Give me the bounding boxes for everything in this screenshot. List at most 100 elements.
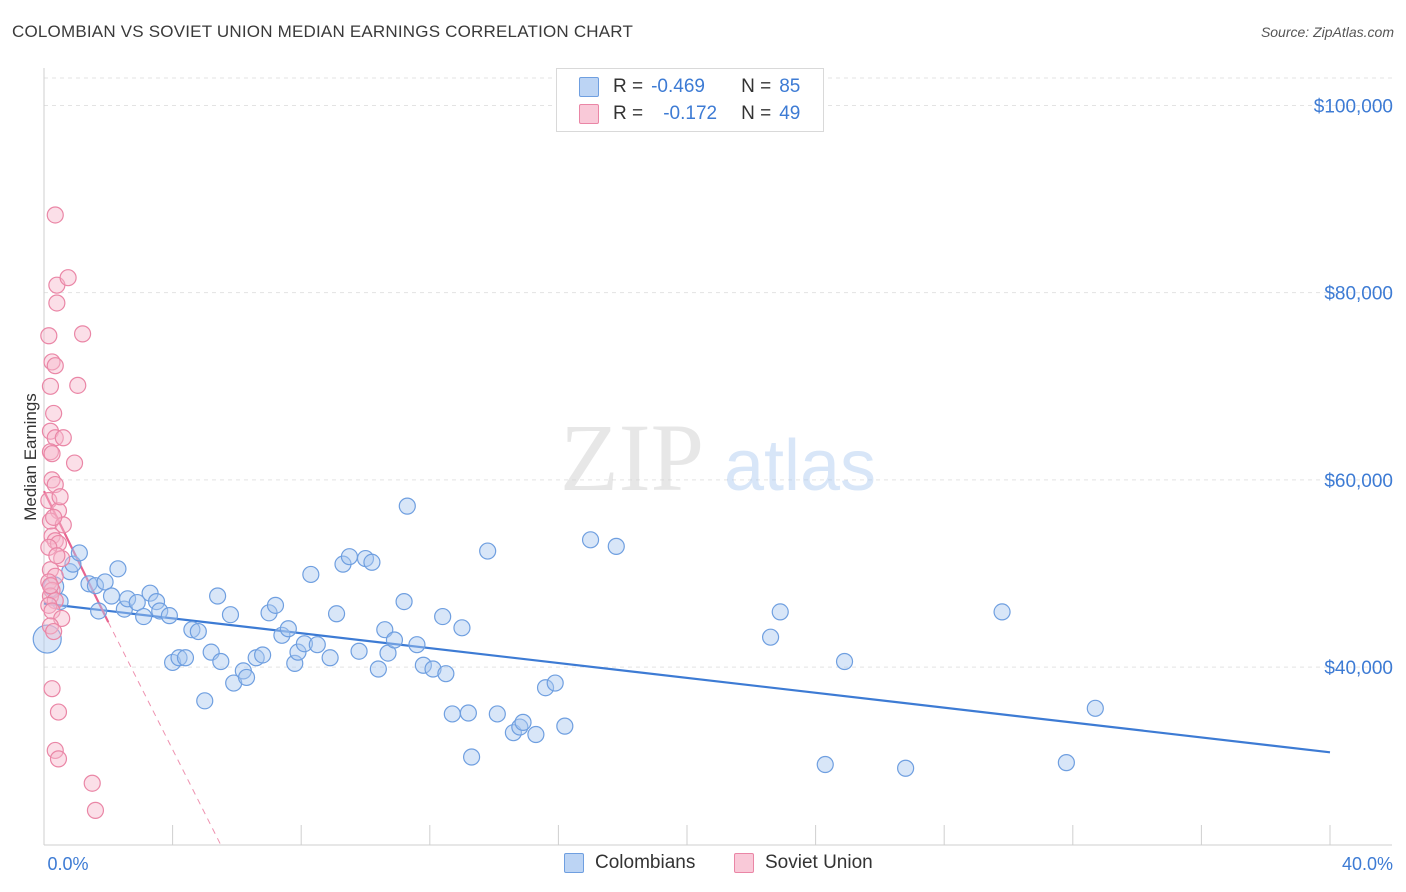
legend-r-value: -0.469 <box>651 76 705 97</box>
point-colombians <box>581 531 600 549</box>
point-colombians <box>527 725 545 744</box>
point-colombians <box>479 542 497 560</box>
grid-lines <box>44 77 1392 668</box>
point-colombians <box>189 622 207 641</box>
point-colombians <box>170 649 188 667</box>
point-soviet-union <box>45 404 63 423</box>
point-soviet-union <box>86 801 105 819</box>
point-colombians <box>302 565 320 584</box>
point-colombians <box>237 668 256 687</box>
point-colombians <box>209 587 227 605</box>
legend-swatch-pink <box>734 853 754 873</box>
point-colombians <box>86 577 105 595</box>
point-colombians <box>147 593 166 611</box>
point-colombians <box>160 607 178 625</box>
source-label: Source: ZipAtlas.com <box>1260 24 1394 40</box>
point-soviet-union <box>48 547 66 565</box>
point-soviet-union <box>41 377 60 395</box>
point-soviet-union <box>69 376 87 394</box>
point-colombians <box>993 603 1011 621</box>
point-colombians <box>408 636 426 654</box>
point-colombians <box>340 548 359 566</box>
point-colombians <box>897 759 915 777</box>
point-colombians <box>295 635 314 653</box>
point-soviet-union <box>41 617 60 635</box>
trend-line-extension <box>107 621 222 846</box>
y-tick-label: $100,000 <box>1314 96 1393 117</box>
watermark: ZIP atlas <box>560 404 876 511</box>
point-colombians <box>443 705 461 723</box>
point-soviet-union <box>43 445 61 463</box>
point-colombians <box>221 606 240 624</box>
legend-row-colombians: R = -0.469 N = 85 <box>579 74 800 100</box>
legend-item-colombians[interactable]: Colombians <box>564 852 695 874</box>
point-soviet-union <box>45 508 63 526</box>
legend-n-label: N = <box>741 103 772 124</box>
point-soviet-union <box>48 294 66 312</box>
point-colombians <box>254 646 272 664</box>
y-tick-label: $60,000 <box>1324 471 1393 492</box>
point-soviet-union <box>83 774 101 792</box>
legend-label-soviet-union: Soviet Union <box>765 852 873 873</box>
point-colombians <box>327 605 346 623</box>
point-colombians <box>273 626 291 644</box>
point-soviet-union <box>46 206 64 224</box>
point-colombians <box>462 748 481 766</box>
legend-n-label: N = <box>741 76 772 97</box>
point-colombians <box>176 649 195 667</box>
point-soviet-union <box>45 622 63 641</box>
point-colombians <box>434 607 452 626</box>
point-colombians <box>32 624 62 654</box>
point-colombians <box>183 621 201 639</box>
legend-item-soviet-union[interactable]: Soviet Union <box>734 852 873 874</box>
point-colombians <box>816 755 834 774</box>
point-colombians <box>607 537 625 555</box>
point-colombians <box>761 628 780 646</box>
point-colombians <box>771 603 789 621</box>
point-soviet-union <box>43 680 61 698</box>
point-soviet-union <box>51 488 69 506</box>
y-tick-label: $40,000 <box>1324 658 1393 679</box>
point-colombians <box>128 593 146 612</box>
point-colombians <box>546 674 564 692</box>
y-tick-label: $80,000 <box>1324 284 1393 305</box>
point-colombians <box>212 652 230 671</box>
point-soviet-union <box>65 454 84 472</box>
series-legend: Colombians Soviet Union <box>0 852 1406 876</box>
point-colombians <box>488 705 506 723</box>
point-colombians <box>350 642 368 660</box>
point-colombians <box>424 660 442 678</box>
point-colombians <box>135 607 153 626</box>
point-colombians <box>511 718 529 736</box>
trend-line-colombians <box>43 602 1331 754</box>
axes <box>43 68 1392 846</box>
axis-labels: $40,000 $60,000 $80,000 $100,000 0.0% 40.0% Me… <box>21 96 1393 874</box>
point-soviet-union <box>59 269 77 287</box>
point-soviet-union <box>46 357 64 375</box>
x-tick-label: 0.0% <box>47 854 88 874</box>
point-colombians <box>308 636 326 654</box>
point-soviet-union <box>40 596 58 614</box>
point-colombians <box>395 593 413 611</box>
point-colombians <box>459 704 477 722</box>
point-colombians <box>102 587 121 605</box>
legend-r-label: R = <box>613 76 644 97</box>
legend-row-soviet: R = -0.172 N = 49 <box>579 101 800 127</box>
point-colombians <box>556 717 574 735</box>
point-colombians <box>196 692 214 710</box>
point-soviet-union <box>46 532 64 550</box>
point-colombians <box>385 631 404 649</box>
point-colombians <box>151 602 169 620</box>
y-axis-label: Median Earnings <box>21 393 40 521</box>
point-colombians <box>398 497 416 515</box>
legend-swatch-blue <box>579 77 599 97</box>
point-colombians <box>363 553 381 571</box>
point-soviet-union <box>73 325 92 343</box>
legend-swatch-pink <box>579 104 599 124</box>
point-colombians <box>1086 699 1104 717</box>
point-soviet-union <box>54 429 72 447</box>
legend-n-value: 49 <box>779 103 801 124</box>
point-colombians <box>96 573 114 591</box>
legend-label-colombians: Colombians <box>595 852 696 873</box>
point-colombians <box>369 660 387 678</box>
